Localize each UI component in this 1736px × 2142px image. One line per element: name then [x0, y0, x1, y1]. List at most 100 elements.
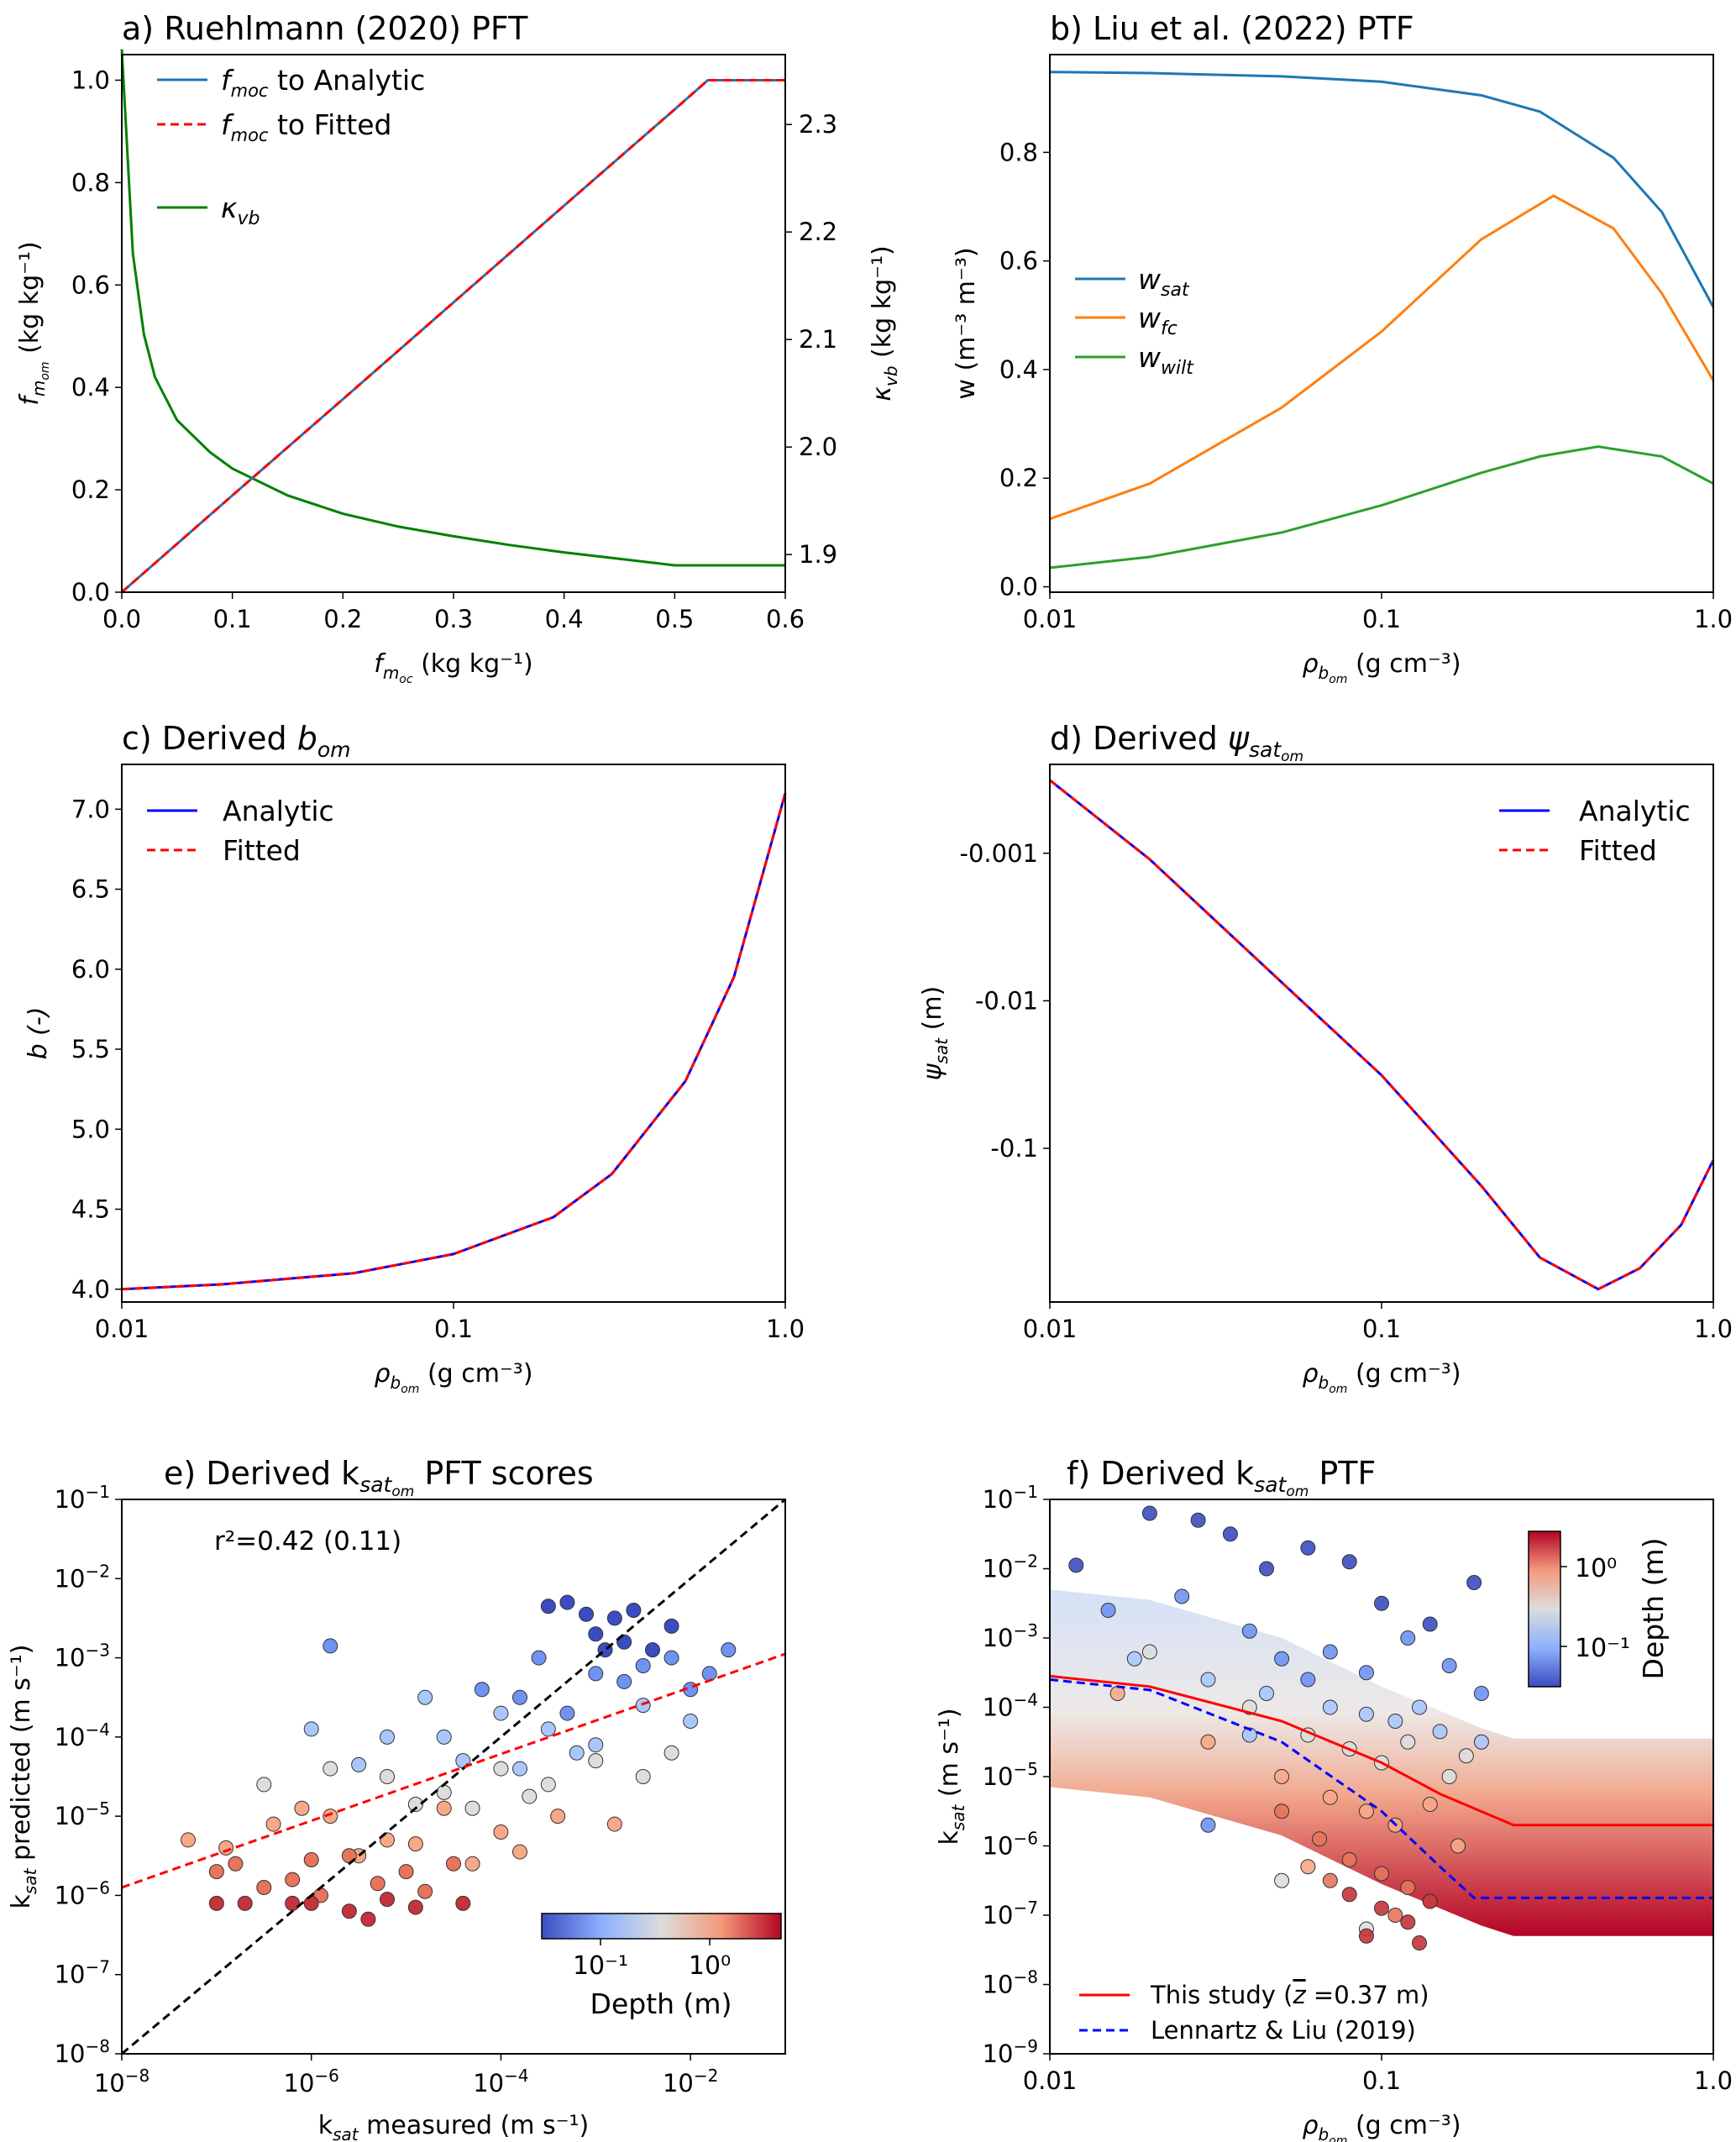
data-point: [1322, 1872, 1338, 1888]
panel-c-x-tick-label: 0.01: [95, 1315, 149, 1343]
data-point: [1100, 1603, 1116, 1618]
panel-a-y2-tick-label: 2.2: [799, 218, 837, 246]
data-point: [303, 1721, 319, 1737]
analytic-line: [121, 79, 785, 594]
panel-e-x-tick-label: 10−8: [94, 2066, 149, 2097]
data-point: [1141, 1644, 1157, 1660]
fitted-line: [121, 792, 787, 1291]
panel-c: c) Derived bom 0.01 0.1 1.0 4.0 4.5 5.0 5.5 6.0…: [24, 720, 805, 1396]
panel-e: e) Derived ksatom PFT scores 10−8 10−6 10−…: [7, 1455, 786, 2142]
data-point: [1400, 1914, 1416, 1930]
panel-c-plot: 0.01 0.1 1.0 4.0 4.5 5.0 5.5 6.0 6.5 7.0: [71, 792, 805, 1343]
data-point: [1358, 1665, 1374, 1681]
panel-e-y-tick-label: 10−3: [55, 1641, 110, 1672]
data-point: [1450, 1838, 1466, 1854]
data-point: [436, 1800, 452, 1816]
data-point: [1322, 1644, 1338, 1660]
data-point: [446, 1856, 461, 1872]
data-point: [360, 1911, 376, 1927]
panel-c-y-tick-label: 7.0: [71, 795, 110, 823]
data-point: [323, 1638, 338, 1654]
data-point: [1400, 1880, 1416, 1895]
data-point: [417, 1689, 433, 1705]
data-point: [237, 1895, 253, 1911]
panel-c-ylabel: b (-): [24, 1007, 53, 1060]
data-point: [380, 1729, 395, 1745]
data-point: [436, 1784, 452, 1800]
data-point: [1441, 1769, 1457, 1784]
panel-a-xlabel: fmoc (kg kg⁻¹): [374, 649, 533, 686]
data-point: [1400, 1630, 1416, 1646]
panel-e-y-tick-label: 10−4: [55, 1719, 110, 1751]
data-point: [559, 1594, 575, 1610]
data-point: [1259, 1561, 1275, 1577]
panel-e-frame: [121, 1499, 786, 2055]
panel-e-colorbar-tick-label: 10⁻¹: [573, 1951, 628, 1981]
panel-b-y-tick-label: 0.6: [999, 247, 1038, 276]
data-point: [341, 1903, 357, 1919]
data-point: [208, 1895, 224, 1911]
data-point: [1322, 1699, 1338, 1715]
data-point: [493, 1761, 509, 1777]
data-point: [1126, 1651, 1142, 1667]
panel-a-y-tick-label: 0.8: [71, 168, 110, 197]
legend-b-sat-label: wsat: [1138, 263, 1190, 301]
data-point: [635, 1658, 651, 1673]
legend-b-wilt-label: wwilt: [1138, 341, 1194, 379]
data-point: [208, 1864, 224, 1880]
panel-e-annotation: r²=0.42 (0.11): [214, 1526, 401, 1557]
data-point: [645, 1642, 660, 1658]
panel-a-y-tick-label: 0.4: [71, 373, 110, 402]
data-point: [474, 1682, 490, 1698]
panel-e-y-tick-label: 10−2: [55, 1561, 110, 1593]
panel-f-colorbar: 10⁰ 10⁻¹ Depth (m): [1528, 1530, 1670, 1688]
panel-f-y-tick-label: 10−4: [983, 1690, 1038, 1722]
panel-f-y-tick-label: 10−8: [983, 1967, 1038, 1999]
data-point: [1412, 1935, 1428, 1950]
panel-b-y-tick-label: 0.4: [999, 355, 1038, 384]
panel-e-y-tick-label: 10−8: [55, 2036, 110, 2068]
data-point: [635, 1698, 651, 1714]
data-point: [588, 1753, 604, 1769]
data-point: [323, 1809, 338, 1824]
data-point: [1068, 1557, 1084, 1573]
data-point: [1374, 1595, 1389, 1611]
data-point: [683, 1714, 699, 1729]
panel-f-y-tick-label: 10−7: [983, 1898, 1038, 1929]
data-point: [540, 1777, 556, 1793]
panel-a-x-tick-label: 0.1: [213, 605, 252, 633]
legend-c-analytic-label: Analytic: [223, 795, 334, 827]
panel-a-y2-tick-label: 2.3: [799, 110, 837, 139]
data-point: [1374, 1900, 1389, 1916]
data-point: [181, 1832, 196, 1848]
panel-f-colorbar-label: Depth (m): [1637, 1538, 1670, 1680]
data-point: [1259, 1686, 1275, 1701]
panel-b-legend: wsat wfc wwilt: [1075, 263, 1194, 379]
panel-d-y-tick-label: -0.1: [990, 1134, 1038, 1163]
panel-a-y-tick-label: 0.2: [71, 475, 110, 504]
data-point: [1422, 1616, 1438, 1632]
data-point: [1274, 1872, 1290, 1888]
panel-d-plot: 0.01 0.1 1.0 -0.001 -0.01 -0.1: [960, 779, 1733, 1343]
data-point: [1241, 1623, 1257, 1639]
panel-e-y-tick-label: 10−7: [55, 1957, 110, 1989]
data-point: [1432, 1724, 1448, 1740]
panel-b-xlabel: ρbom (g cm⁻³): [1302, 649, 1461, 686]
panel-f-xlabel: ρbom (g cm⁻³): [1302, 2111, 1461, 2142]
panel-a-y-tick-label: 1.0: [71, 66, 110, 94]
data-point: [407, 1797, 423, 1812]
panel-b-title: b) Liu et al. (2022) PTF: [1050, 10, 1414, 47]
data-point: [588, 1626, 604, 1642]
panel-b-y-tick-label: 0.8: [999, 138, 1038, 166]
data-point: [606, 1610, 622, 1626]
data-point: [323, 1761, 338, 1777]
panel-a-y-tick-label: 0.6: [71, 270, 110, 299]
legend-c-fitted-label: Fitted: [223, 834, 301, 867]
panel-a-y2-tick-label: 2.1: [799, 325, 837, 354]
panel-d-ylabel: ψsat (m): [918, 986, 952, 1081]
data-point: [370, 1876, 385, 1892]
panel-b-ylabel: w (m⁻³ m⁻³): [952, 247, 981, 399]
data-point: [303, 1895, 319, 1911]
data-point: [455, 1895, 471, 1911]
data-point: [1274, 1651, 1290, 1667]
